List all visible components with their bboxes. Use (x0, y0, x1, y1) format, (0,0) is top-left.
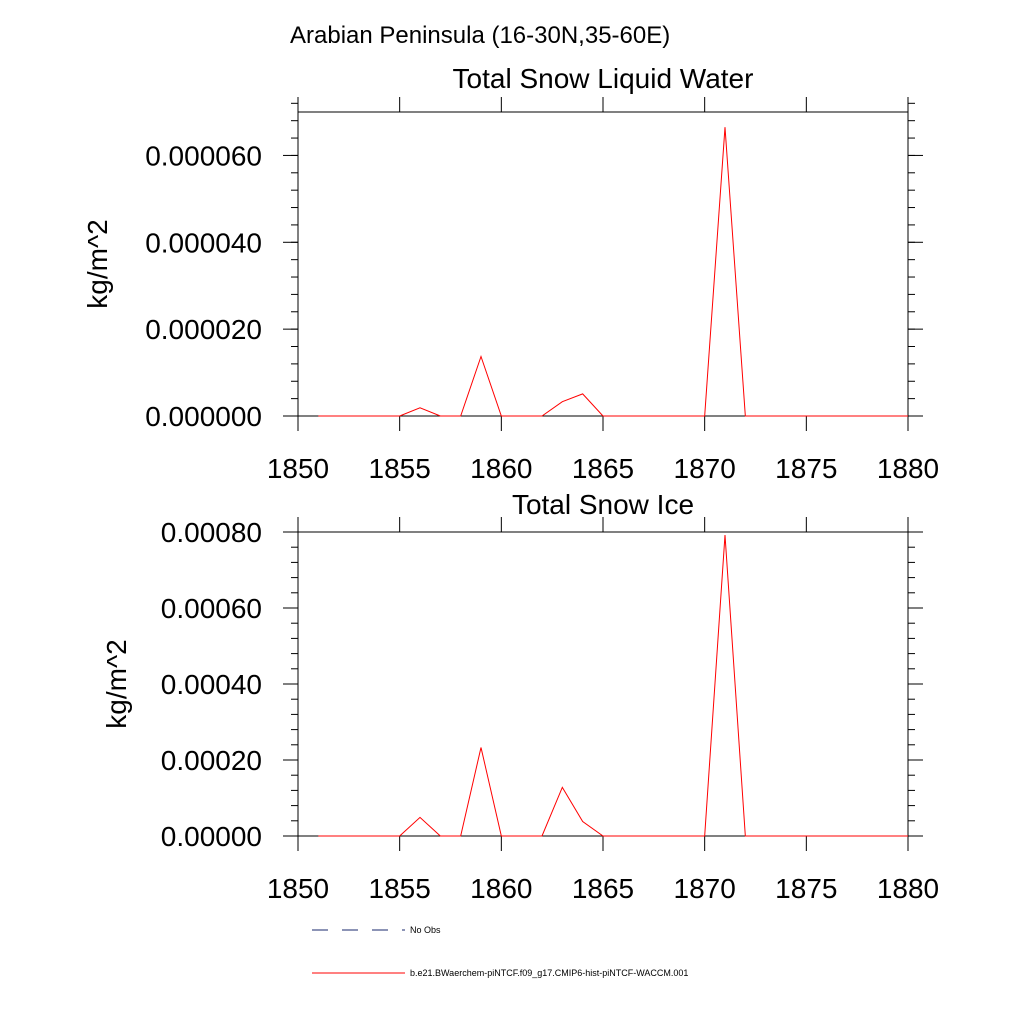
x-tick-label: 1880 (877, 453, 939, 484)
panel-title: Total Snow Ice (512, 489, 694, 520)
x-tick-label: 1865 (572, 453, 634, 484)
x-tick-label: 1860 (470, 873, 532, 904)
y-tick-labels: 0.00000 0.00020 0.00040 0.00060 0.00080 (161, 517, 262, 852)
y-tick-label: 0.00040 (161, 669, 262, 700)
y-axis-label: kg/m^2 (101, 639, 132, 728)
axis-ticks (283, 517, 923, 851)
legend-entry-model-run: b.e21.BWaerchem-piNTCF.f09_g17.CMIP6-his… (312, 968, 688, 978)
panel-snow-ice: Total Snow Ice kg/m^2 0.000000.000200.00… (101, 489, 939, 904)
series-line (318, 535, 908, 837)
legend-label: b.e21.BWaerchem-piNTCF.f09_g17.CMIP6-his… (410, 968, 688, 978)
series-group (318, 127, 908, 417)
figure-suptitle: Arabian Peninsula (16-30N,35-60E) (290, 22, 670, 49)
x-tick-label: 1875 (775, 873, 837, 904)
x-tick-label: 1850 (267, 873, 329, 904)
x-tick-label: 1865 (572, 873, 634, 904)
x-tick-labels: 1850 1855 1860 1865 1870 1875 1880 (267, 453, 939, 484)
y-axis-label: kg/m^2 (82, 219, 113, 308)
axis-ticks (283, 97, 923, 431)
x-tick-label: 1855 (369, 453, 431, 484)
series-line (318, 127, 908, 417)
y-tick-label: 0.000060 (145, 140, 262, 171)
panel-title: Total Snow Liquid Water (453, 63, 754, 94)
x-tick-label: 1855 (369, 873, 431, 904)
x-tick-label: 1870 (674, 453, 736, 484)
legend-entry-no-obs: No Obs (312, 925, 441, 935)
y-tick-label: 0.00080 (161, 517, 262, 548)
y-tick-label: 0.000020 (145, 314, 262, 345)
x-tick-label: 1880 (877, 873, 939, 904)
legend: No Obs b.e21.BWaerchem-piNTCF.f09_g17.CM… (312, 925, 688, 978)
y-tick-label: 0.000000 (145, 401, 262, 432)
y-tick-label: 0.00000 (161, 821, 262, 852)
x-tick-label: 1850 (267, 453, 329, 484)
x-tick-label: 1870 (674, 873, 736, 904)
y-tick-label: 0.00060 (161, 593, 262, 624)
panel-snow-liquid-water: Total Snow Liquid Water kg/m^2 0.0000000… (82, 63, 939, 484)
plot-frame (297, 531, 909, 837)
y-tick-labels: 0.000000 0.000020 0.000040 0.000060 (145, 140, 262, 432)
legend-label: No Obs (410, 925, 441, 935)
x-tick-labels: 1850 1855 1860 1865 1870 1875 1880 (267, 873, 939, 904)
series-group (318, 535, 908, 837)
y-tick-label: 0.00020 (161, 745, 262, 776)
plot-frame (297, 111, 909, 417)
x-tick-label: 1875 (775, 453, 837, 484)
y-tick-label: 0.000040 (145, 227, 262, 258)
x-tick-label: 1860 (470, 453, 532, 484)
